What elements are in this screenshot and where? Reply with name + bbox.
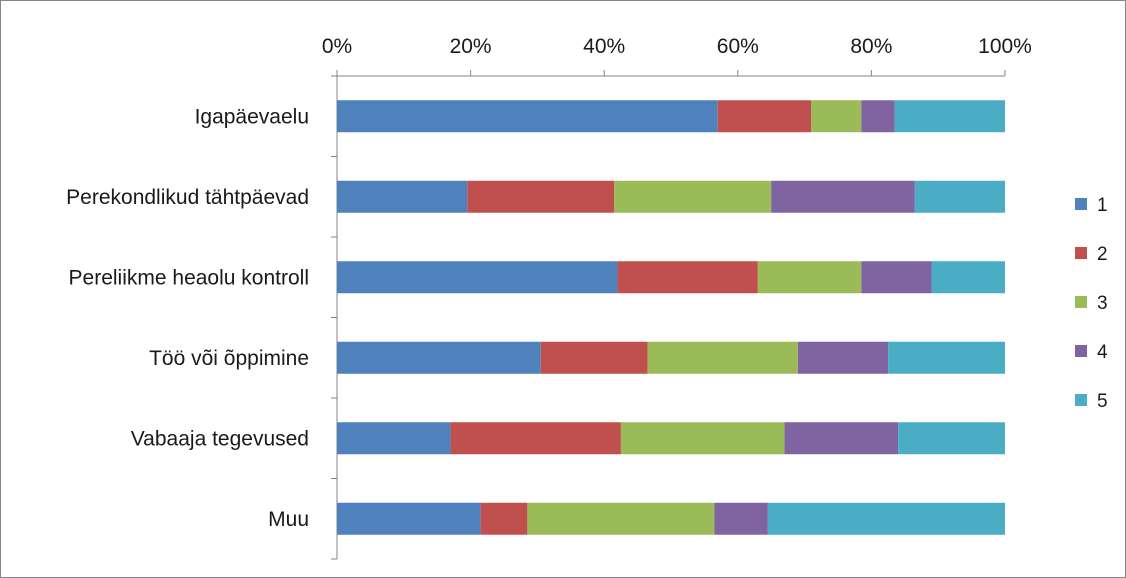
bar-segment xyxy=(931,261,1005,294)
legend-swatch xyxy=(1075,247,1087,259)
bar-segment xyxy=(337,422,451,455)
bar-segment xyxy=(771,180,915,213)
bar-segment xyxy=(467,180,615,213)
legend-label: 2 xyxy=(1097,244,1108,265)
bar-segment xyxy=(337,180,468,213)
bar-segment xyxy=(784,422,899,455)
x-tick-label: 0% xyxy=(322,35,352,58)
category-label: Perekondlikud tähtpäevad xyxy=(66,186,309,209)
axis-layer xyxy=(331,70,1006,560)
category-label: Igapäevaelu xyxy=(195,105,309,128)
legend-swatch xyxy=(1075,296,1087,308)
legend: 1 2 3 4 5 xyxy=(1075,195,1108,412)
legend-label: 4 xyxy=(1097,342,1108,363)
legend-swatch xyxy=(1075,394,1087,406)
bar-segment xyxy=(717,100,812,133)
bar-segment xyxy=(888,341,1005,374)
x-tick-label: 100% xyxy=(978,35,1032,58)
bar-segment xyxy=(797,341,889,374)
bar-segment xyxy=(898,422,1005,455)
bar-segment xyxy=(337,100,718,133)
bar-layer xyxy=(337,100,1005,535)
bar-segment xyxy=(767,502,1005,535)
legend-label: 5 xyxy=(1097,391,1108,412)
bar-segment xyxy=(647,341,798,374)
x-tick-label: 80% xyxy=(850,35,892,58)
bar-segment xyxy=(480,502,528,535)
category-label: Muu xyxy=(268,508,309,531)
bar-segment xyxy=(337,261,618,294)
category-label: Töö või õppimine xyxy=(149,347,309,370)
category-label: Pereliikme heaolu kontroll xyxy=(69,266,309,289)
bar-segment xyxy=(861,261,932,294)
bar-segment xyxy=(714,502,768,535)
label-layer: 0% 20% 40% 60% 80% 100% Igapäevaelu Perekondlik… xyxy=(66,35,1032,531)
bar-segment xyxy=(811,100,862,133)
x-tick-label: 60% xyxy=(717,35,759,58)
bar-segment xyxy=(337,502,481,535)
legend-label: 3 xyxy=(1097,293,1108,314)
bar-segment xyxy=(894,100,1005,133)
bar-segment xyxy=(527,502,715,535)
bar-segment xyxy=(337,341,541,374)
category-label: Vabaaja tegevused xyxy=(131,427,309,450)
bar-segment xyxy=(861,100,895,133)
bar-segment xyxy=(540,341,648,374)
bar-segment xyxy=(617,261,758,294)
bar-segment xyxy=(614,180,772,213)
legend-label: 1 xyxy=(1097,195,1108,216)
bar-segment xyxy=(757,261,862,294)
bar-segment xyxy=(620,422,785,455)
bar-segment xyxy=(914,180,1005,213)
legend-swatch xyxy=(1075,345,1087,357)
x-tick-label: 20% xyxy=(450,35,492,58)
legend-swatch xyxy=(1075,198,1087,210)
bar-segment xyxy=(450,422,621,455)
x-tick-label: 40% xyxy=(583,35,625,58)
